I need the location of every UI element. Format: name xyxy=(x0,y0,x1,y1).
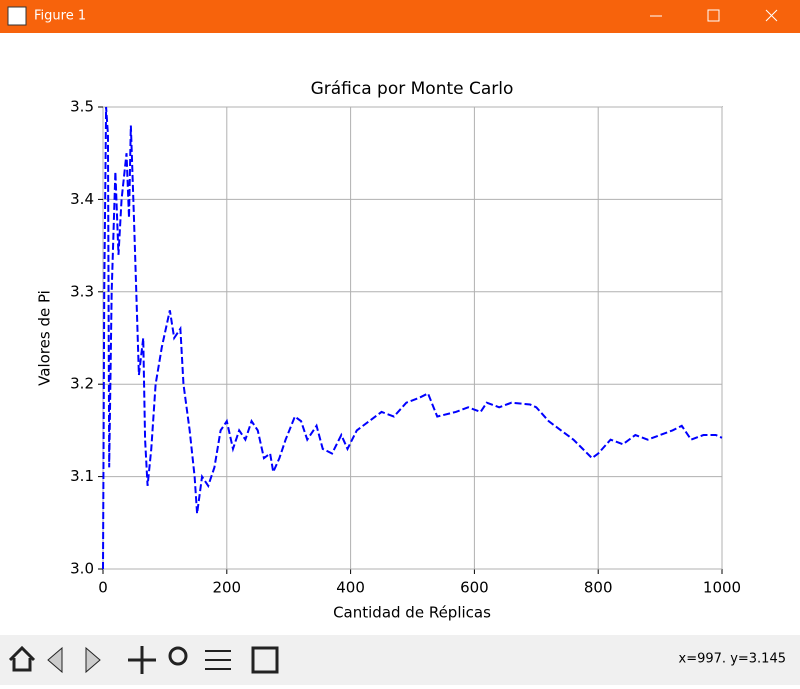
y-tick-label: 3.4 xyxy=(70,190,94,208)
title-bar xyxy=(0,0,800,33)
close-button[interactable] xyxy=(765,9,778,22)
x-tick-label: 600 xyxy=(460,579,489,597)
x-tick-label: 1000 xyxy=(703,579,741,597)
y-tick-label: 3.5 xyxy=(70,98,94,116)
y-tick-label: 3.2 xyxy=(70,375,94,393)
data-line xyxy=(102,106,723,570)
x-tick-label: 200 xyxy=(212,579,241,597)
save-button[interactable] xyxy=(251,646,279,674)
y-tick-label: 3.1 xyxy=(70,467,94,485)
back-button[interactable] xyxy=(47,646,63,674)
y-tick-label: 3.0 xyxy=(70,560,94,578)
pan-button[interactable] xyxy=(128,646,156,674)
forward-button[interactable] xyxy=(85,646,101,674)
app-icon xyxy=(7,6,27,26)
x-tick-label: 0 xyxy=(98,579,108,597)
toolbar-icons xyxy=(8,645,279,674)
y-axis-label: Valores de Pi xyxy=(36,290,54,386)
maximize-button[interactable] xyxy=(707,9,720,22)
plot xyxy=(102,106,723,570)
x-tick-label: 400 xyxy=(336,579,365,597)
x-axis-label: Cantidad de Réplicas xyxy=(333,604,491,622)
home-button[interactable] xyxy=(8,645,36,672)
x-tick-label: 800 xyxy=(584,579,613,597)
status-text: x=997. y=3.145 xyxy=(679,652,786,667)
configure-button[interactable] xyxy=(205,650,231,670)
y-tick-label: 3.3 xyxy=(70,282,94,300)
chart-title: Gráfica por Monte Carlo xyxy=(311,79,514,99)
window-title: Figure 1 xyxy=(34,9,86,24)
zoom-button[interactable] xyxy=(168,646,188,666)
